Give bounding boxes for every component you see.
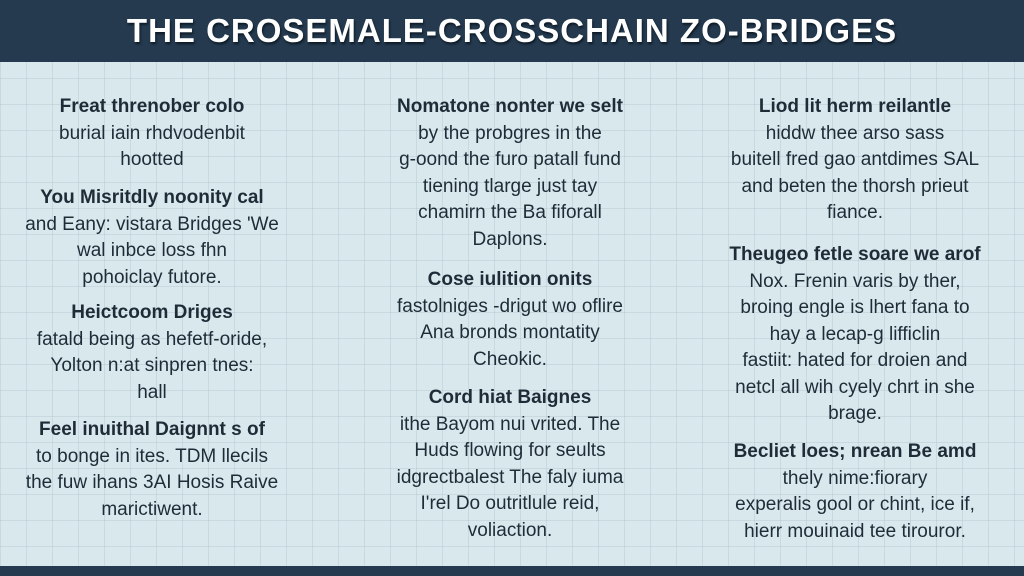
block-text-line: idgrectbalest The faly iuma [396,466,624,488]
block-text-line: Nox. Frenin varis by ther, [749,270,961,292]
block-text-line: tiening tlarge just tay [422,175,598,197]
block-text-line: Ana bronds montatity [420,322,600,343]
block-text-line: g-oond the furo patall fund [399,149,621,170]
block-heading: Liod lit herm reilantle [758,96,952,117]
block-text-line: Yolton n:at sinpren tnes: [50,355,254,376]
text-block: Theugeo fetle soare we arof Nox. Frenin v… [685,242,1024,428]
block-text-line: the fuw ihans 3AI Hosis Raive [25,472,279,493]
block-heading: Feel inuithal Daignnt s of [39,419,265,440]
block-text-line: Daplons. [472,228,548,250]
block-text-line: chamirn the Ba fiforall [418,202,602,223]
block-text-line: burial iain rhdvodenbit [59,122,245,144]
header-bar: THE CROSEMALE-CROSSCHAIN ZO-BRIDGES [0,0,1024,62]
text-block: Cord hiat Baignes ithe Bayom nui vrited. … [340,385,680,544]
text-block: Liod lit herm reilantle hiddw thee arso s… [685,94,1024,227]
block-text-line: voliaction. [467,519,553,541]
block-text-line: hall [137,381,167,403]
block-text-line: wal inbce loss fhn [77,240,227,261]
text-block: Becliet loes; nrean Be amd thely nime:fio… [685,439,1024,545]
block-heading: Freat threnober colo [59,96,245,117]
block-text-line: hootted [120,149,184,170]
text-block: Cose iulition onits fastolniges -drigut w… [340,267,680,373]
block-text-line: pohoiclay futore. [82,266,222,288]
text-block: Nomatone nonter we selt by the probgres i… [340,94,680,253]
block-text-line: buitell fred gao antdimes SAL [730,149,980,170]
block-text-line: thely nime:fiorary [782,467,928,489]
block-text-line: experalis gool or chint, ice if, [735,494,975,515]
block-text-line: hay a lecap-g lifficlin [769,323,941,345]
block-text-line: I'rel Do outritlule reid, [420,493,600,514]
block-text-line: hiddw thee arso sass [765,122,945,144]
block-text-line: Huds flowing for seults [414,440,606,461]
block-heading: Becliet loes; nrean Be amd [733,441,977,462]
block-text-line: and Eany: vistara Bridges 'We [25,213,279,235]
text-block: Heictcoom Driges fatald being as hefetf-o… [0,300,322,406]
block-text-line: hierr mouinaid tee tirouror. [744,520,966,542]
block-heading: Cord hiat Baignes [428,387,592,408]
block-heading: Nomatone nonter we selt [397,96,623,117]
block-text-line: fastolniges -drigut wo oflire [397,295,623,317]
text-block: Freat threnober colo burial iain rhdvoden… [0,94,322,174]
block-heading: Cose iulition onits [427,269,593,290]
block-text-line: marictiwent. [101,498,203,520]
block-text-line: netcl all wih cyely chrt in she [735,376,975,398]
footer-bar [0,566,1024,576]
block-text-line: ithe Bayom nui vrited. The [399,413,621,435]
block-text-line: broing engle is lhert fana to [740,297,970,318]
block-text-line: fatald being as hefetf-oride, [36,328,268,350]
block-text-line: brage. [828,403,882,424]
block-heading: Heictcoom Driges [71,302,233,323]
block-text-line: Cheokic. [473,348,547,370]
text-block: You Misritdly noonity cal and Eany: vista… [0,185,322,291]
block-heading: You Misritdly noonity cal [40,187,264,208]
page-title: THE CROSEMALE-CROSSCHAIN ZO-BRIDGES [126,12,898,49]
block-text-line: to bonge in ites. TDM llecils [36,445,268,467]
block-text-line: by the probgres in the [418,122,602,144]
block-heading: Theugeo fetle soare we arof [729,244,981,265]
block-text-line: fastiit: hated for droien and [742,350,968,371]
block-text-line: and beten the thorsh prieut [741,175,969,197]
text-block: Feel inuithal Daignnt s of to bonge in it… [0,417,322,523]
block-text-line: fiance. [827,202,883,223]
